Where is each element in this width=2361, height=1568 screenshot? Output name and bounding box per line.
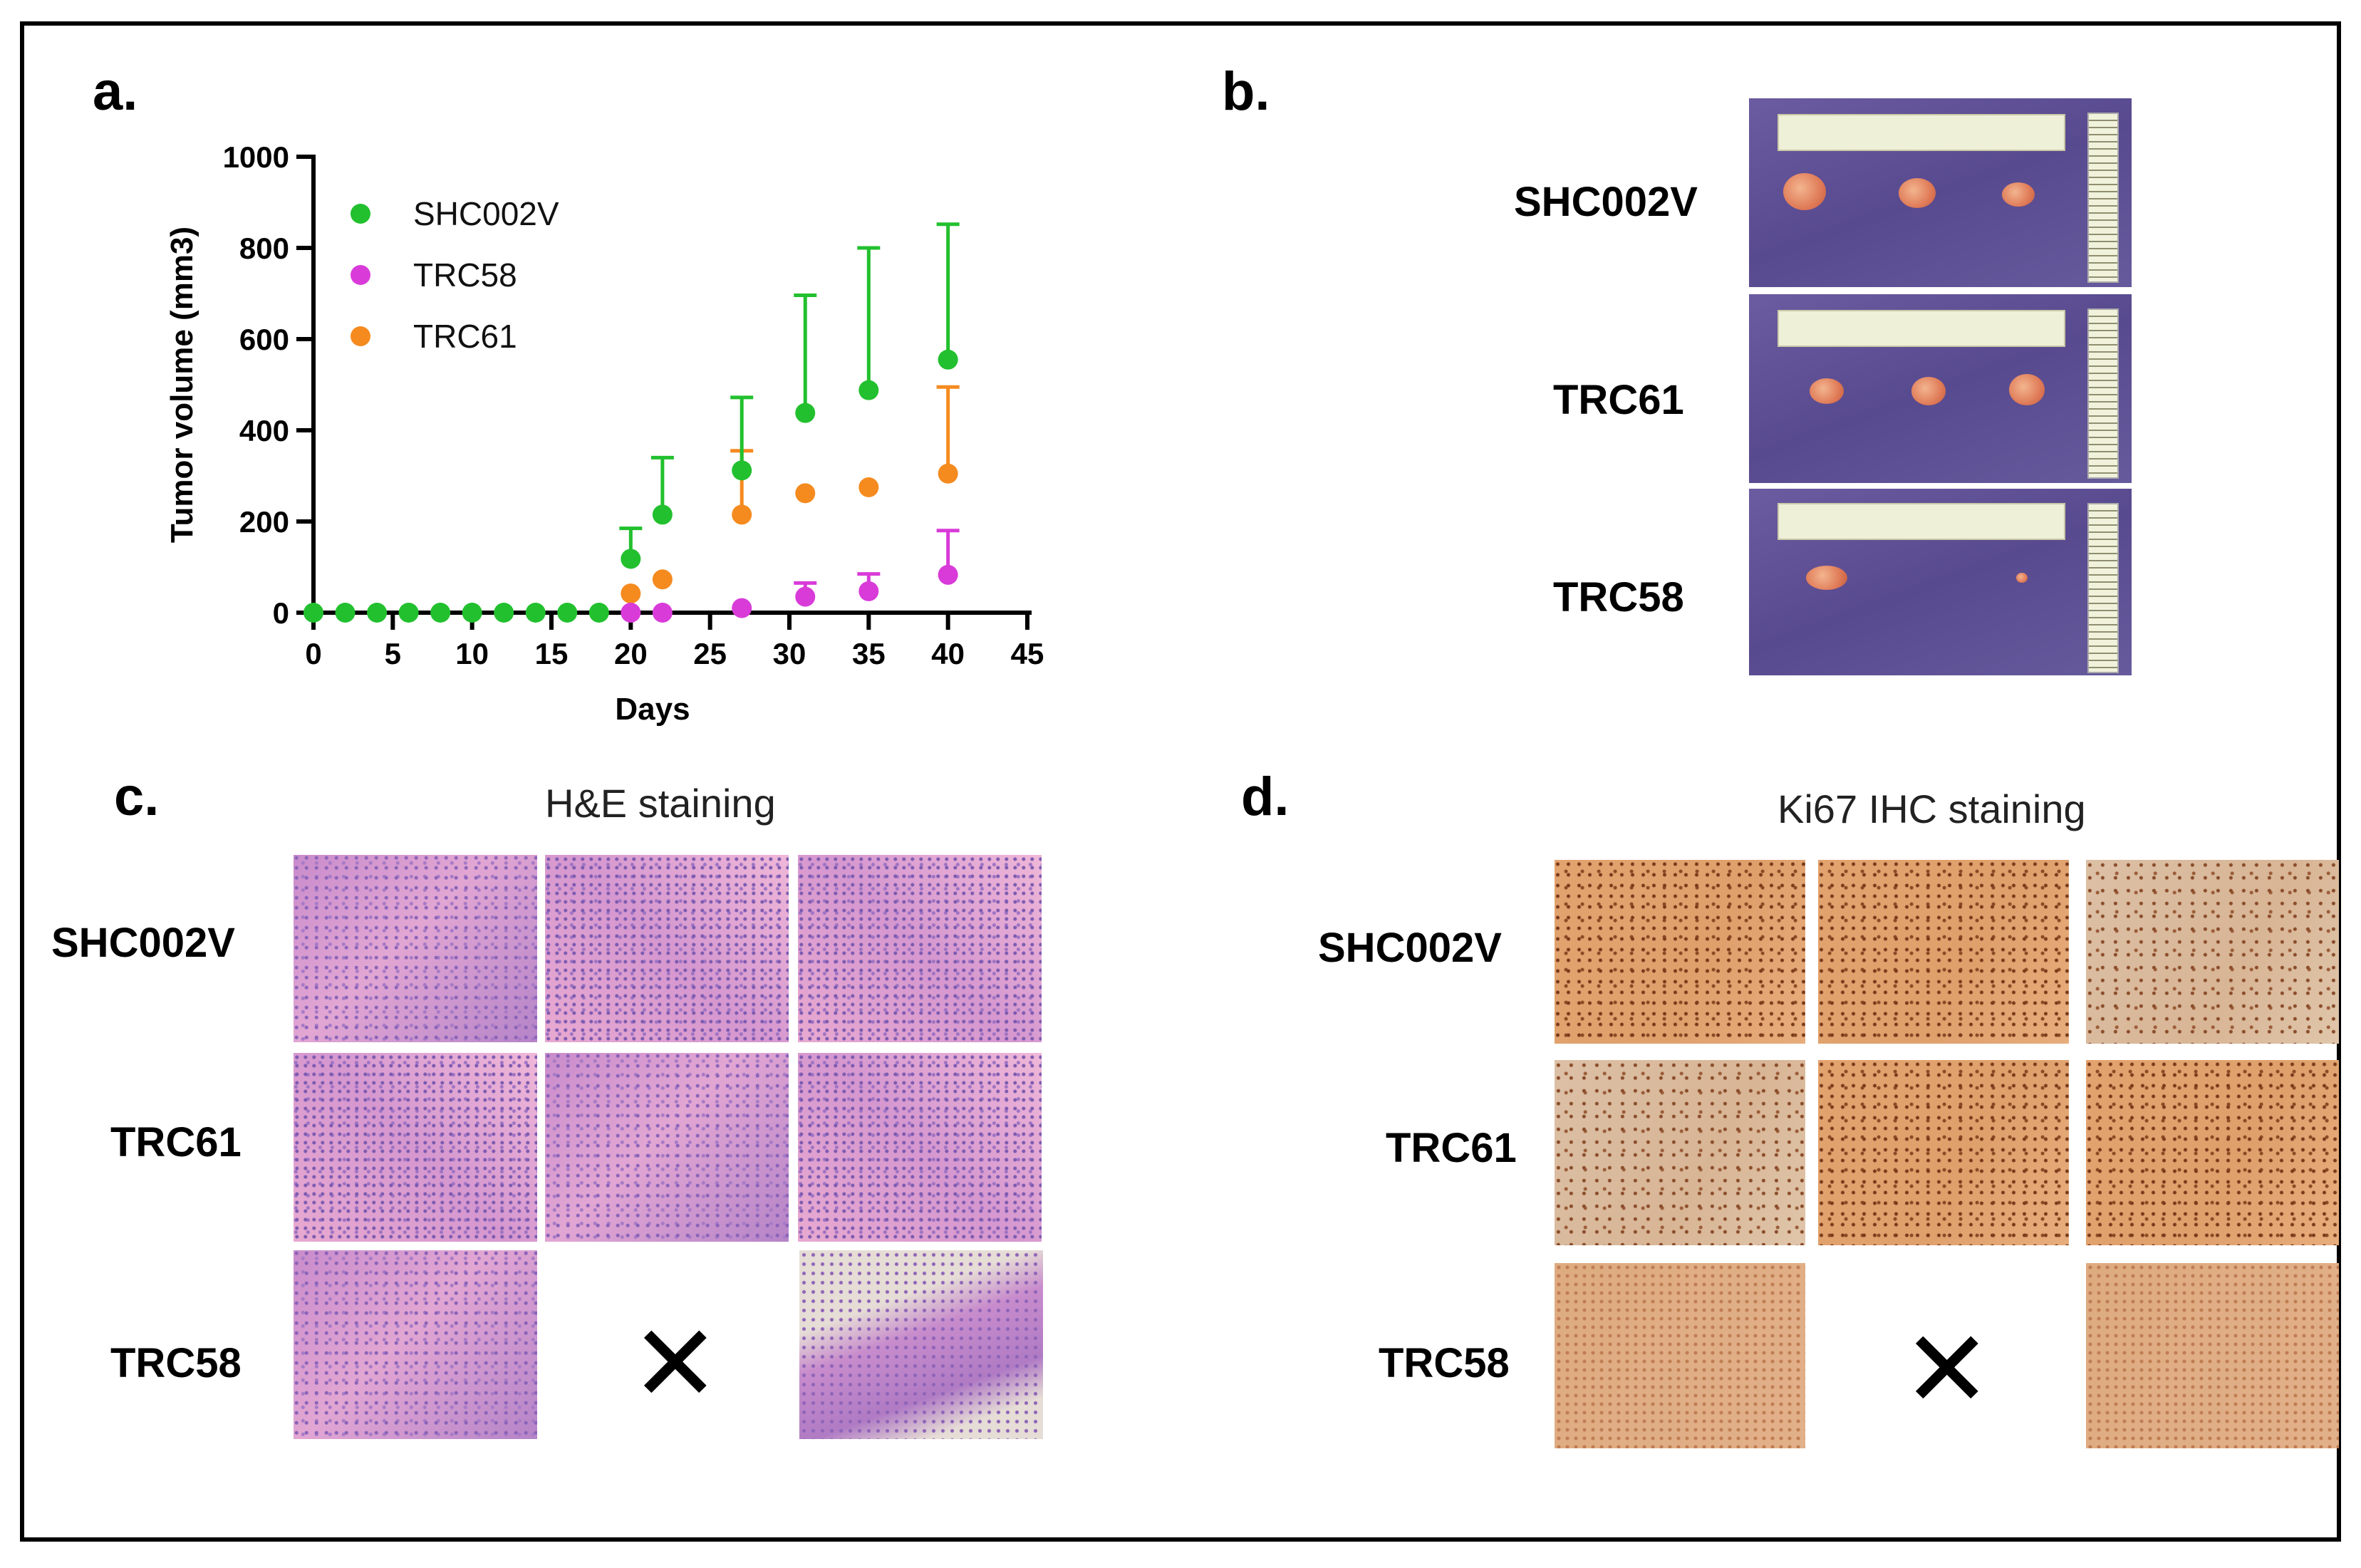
trc58-point: [795, 586, 816, 607]
panel-b-label: b.: [1222, 61, 1270, 122]
trc61-point: [795, 483, 816, 504]
shc002v-point: [462, 603, 482, 623]
he-staining-title: H&E staining: [545, 781, 776, 826]
shc002v-point: [652, 504, 673, 525]
trc61-legend-label: TRC61: [413, 318, 517, 355]
shc002v-point: [430, 603, 451, 623]
shc002v-point: [858, 380, 879, 400]
shc002v-point: [335, 603, 356, 623]
x-tick-label: 45: [1011, 637, 1044, 670]
panel-b-row-label-trc61: TRC61: [1553, 377, 1684, 423]
shc002v-point: [557, 603, 578, 623]
shc002v-point: [621, 549, 641, 569]
trc61-point: [938, 463, 958, 484]
panel-c-label: c.: [114, 767, 160, 827]
x-tick-label: 0: [305, 637, 321, 670]
shc002v-legend-label: SHC002V: [413, 195, 559, 232]
shc002v-point: [494, 603, 514, 623]
he-image-shc002v-3: [798, 855, 1042, 1042]
trc58-point: [732, 598, 752, 618]
x-tick-label: 15: [535, 637, 569, 670]
he-image-trc58-1: [294, 1250, 537, 1439]
ki67-image-trc58-1: [1555, 1263, 1805, 1448]
trc61-point: [652, 569, 673, 590]
x-tick-label: 35: [852, 637, 886, 670]
tumor-photo-shc002v: [1749, 98, 2132, 287]
shc002v-point: [795, 403, 816, 423]
ki67-missing-mark-icon: ✕: [1902, 1308, 1992, 1432]
trc58-point: [858, 581, 879, 601]
tumor-photo-trc61: [1749, 294, 2132, 483]
tumor-photo-trc58: [1749, 489, 2132, 675]
figure-frame: [20, 21, 2341, 1542]
trc61-point: [858, 477, 879, 497]
y-tick-label: 200: [239, 505, 289, 539]
x-tick-label: 5: [385, 637, 401, 670]
panel-b-row-label-trc58: TRC58: [1553, 574, 1684, 621]
shc002v-point: [367, 603, 388, 623]
y-tick-label: 400: [239, 414, 289, 447]
trc58-point: [652, 603, 673, 623]
trc61-legend-marker: [351, 326, 370, 346]
ki67-staining-title: Ki67 IHC staining: [1778, 786, 2086, 831]
x-tick-label: 30: [773, 637, 806, 670]
he-image-trc61-1: [294, 1053, 537, 1242]
ki67-image-trc61-1: [1555, 1060, 1805, 1245]
ki67-image-shc002v-1: [1555, 860, 1805, 1044]
y-tick-label: 800: [239, 232, 289, 265]
ki67-image-shc002v-2: [1818, 860, 2069, 1044]
he-image-shc002v-2: [545, 855, 789, 1042]
x-tick-label: 20: [614, 637, 648, 670]
chart-marks: [303, 222, 960, 623]
x-tick-label: 25: [693, 637, 727, 670]
panel-d-row-label-trc58: TRC58: [1379, 1340, 1510, 1386]
he-missing-mark-icon: ✕: [631, 1302, 720, 1426]
panel-d-row-label-shc002v: SHC002V: [1318, 925, 1502, 971]
y-tick-label: 600: [239, 323, 289, 356]
shc002v-point: [525, 603, 546, 623]
trc58-point: [621, 603, 641, 623]
trc58-legend-marker: [351, 265, 370, 285]
shc002v-point: [398, 603, 419, 623]
he-image-trc61-3: [798, 1053, 1042, 1242]
trc58-point: [938, 564, 958, 585]
shc002v-point: [938, 349, 958, 370]
panel-c-row-label-shc002v: SHC002V: [51, 920, 235, 966]
trc61-point: [732, 504, 752, 525]
shc002v-legend-marker: [351, 204, 370, 224]
panel-b-row-label-shc002v: SHC002V: [1514, 179, 1698, 225]
ki67-image-trc58-3: [2086, 1263, 2339, 1448]
x-tick-label: 10: [455, 637, 489, 670]
tumor-volume-chart: 0 200 400 600 800 1000 0 5 10 15 20 25 30 35 40 45 SHC0…: [165, 140, 1044, 727]
chart-legend: SHC002V TRC58 TRC61: [351, 195, 559, 355]
shc002v-point: [303, 603, 323, 623]
trc61-point: [621, 583, 641, 604]
ki67-image-shc002v-3: [2086, 860, 2339, 1044]
panel-d-label: d.: [1241, 767, 1290, 827]
panel-d-row-label-trc61: TRC61: [1386, 1125, 1517, 1171]
y-tick-label: 0: [273, 596, 289, 630]
y-tick-label: 1000: [223, 140, 289, 174]
panel-c-row-label-trc58: TRC58: [110, 1340, 242, 1386]
ki67-image-trc61-3: [2086, 1060, 2339, 1245]
x-tick-label: 40: [931, 637, 965, 670]
trc58-legend-label: TRC58: [413, 256, 517, 294]
x-axis-label: Days: [615, 692, 690, 727]
panel-c-row-label-trc61: TRC61: [110, 1119, 242, 1165]
he-image-trc61-2: [545, 1053, 789, 1242]
y-axis-label: Tumor volume (mm3): [165, 227, 199, 543]
ki67-image-trc61-2: [1818, 1060, 2069, 1245]
he-image-trc58-3: [799, 1250, 1043, 1439]
shc002v-point: [732, 460, 752, 481]
shc002v-point: [588, 603, 609, 623]
he-image-shc002v-1: [294, 855, 537, 1042]
panel-a-label: a.: [93, 61, 138, 122]
